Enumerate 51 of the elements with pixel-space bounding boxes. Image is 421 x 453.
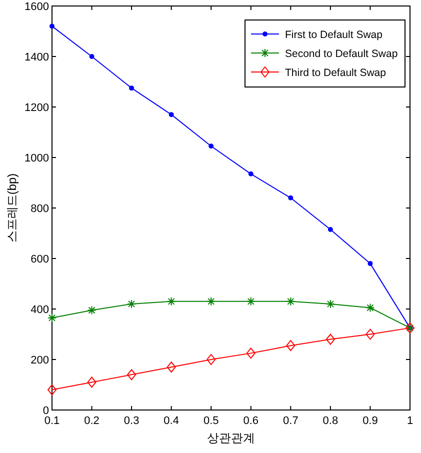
point bbox=[89, 54, 94, 59]
point bbox=[206, 354, 216, 365]
y-axis-title: 스프레드(bp) bbox=[5, 173, 19, 243]
legend-label: First to Default Swap bbox=[285, 29, 383, 41]
y-tick-label: 1000 bbox=[24, 152, 49, 164]
x-tick-label: 0.5 bbox=[203, 415, 219, 427]
y-tick-label: 1200 bbox=[24, 102, 49, 114]
legend-label: Second to Default Swap bbox=[285, 48, 398, 60]
y-tick-label: 800 bbox=[30, 203, 49, 215]
y-tick-label: 1600 bbox=[24, 1, 49, 13]
x-tick-label: 0.2 bbox=[84, 415, 100, 427]
point bbox=[87, 306, 96, 315]
y-tick-label: 1400 bbox=[24, 52, 49, 64]
y-tick-label: 0 bbox=[42, 405, 49, 417]
point bbox=[129, 86, 134, 91]
point bbox=[286, 296, 296, 306]
x-tick-label: 0.7 bbox=[283, 415, 298, 427]
point bbox=[328, 226, 333, 232]
point bbox=[248, 171, 254, 176]
point bbox=[87, 376, 96, 388]
x-tick-label: 0.8 bbox=[322, 415, 338, 427]
x-tick-label: 0.3 bbox=[124, 415, 140, 427]
point bbox=[288, 195, 294, 200]
point bbox=[166, 296, 176, 306]
point bbox=[286, 340, 296, 352]
x-tick-label: 0.1 bbox=[44, 415, 60, 427]
point bbox=[168, 112, 174, 118]
y-tick-label: 200 bbox=[30, 354, 49, 366]
point bbox=[48, 384, 56, 396]
point bbox=[368, 261, 373, 266]
point bbox=[127, 369, 136, 380]
point bbox=[366, 303, 375, 312]
point bbox=[246, 296, 256, 306]
point bbox=[326, 334, 335, 345]
x-tick-label: 0.9 bbox=[362, 415, 378, 427]
point bbox=[366, 328, 375, 340]
y-tick-label: 400 bbox=[30, 304, 49, 316]
x-axis-title: 상관관계 bbox=[207, 431, 255, 445]
y-tick-label: 600 bbox=[30, 254, 49, 266]
point bbox=[166, 362, 176, 373]
point bbox=[208, 144, 214, 149]
x-tick-label: 1 bbox=[406, 415, 414, 427]
point bbox=[127, 299, 136, 308]
legend-label: Third to Default Swap bbox=[285, 67, 386, 79]
x-tick-label: 0.4 bbox=[164, 415, 179, 427]
point bbox=[206, 296, 216, 306]
x-tick-label: 0.6 bbox=[243, 415, 259, 427]
point bbox=[246, 348, 256, 359]
point bbox=[48, 313, 56, 322]
point bbox=[50, 24, 54, 29]
point bbox=[326, 299, 335, 308]
